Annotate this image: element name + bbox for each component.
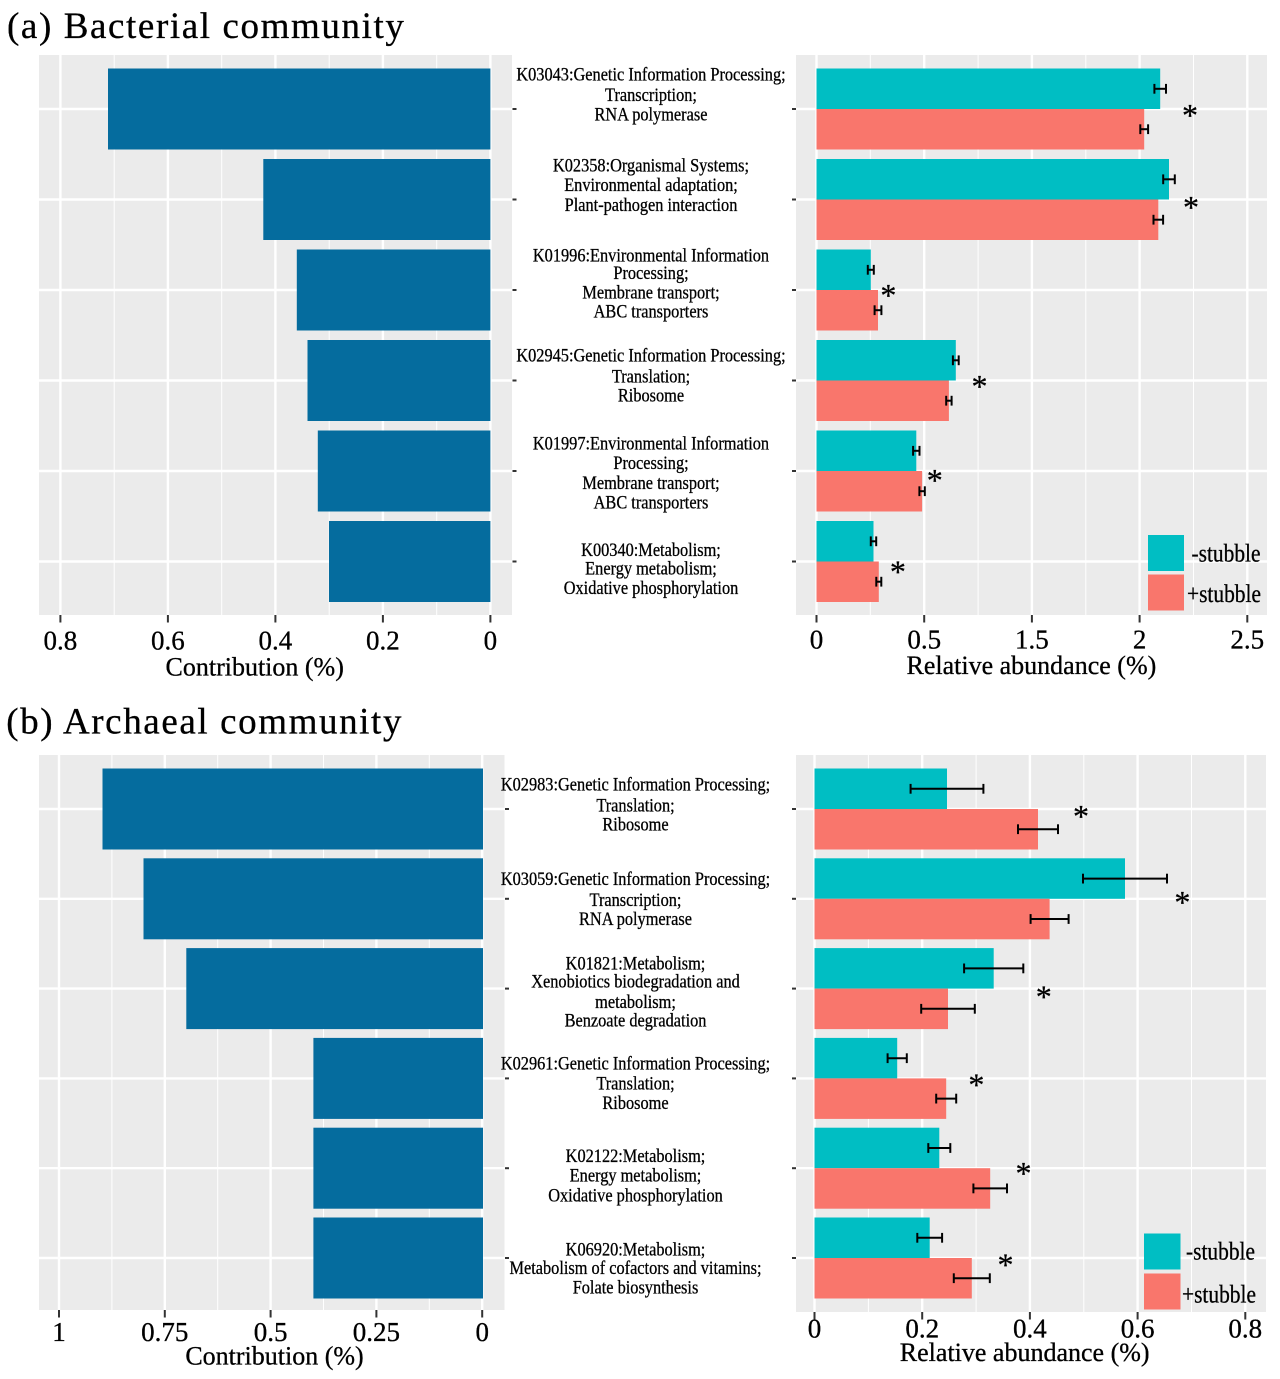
svg-text:0.25: 0.25	[353, 1317, 400, 1347]
svg-text:Relative abundance (%): Relative abundance (%)	[900, 1338, 1150, 1367]
svg-text:Folate biosynthesis: Folate biosynthesis	[573, 1276, 699, 1297]
svg-text:0.8: 0.8	[1228, 1314, 1262, 1344]
svg-text:0.6: 0.6	[151, 626, 185, 656]
svg-text:0.4: 0.4	[1013, 1314, 1047, 1344]
svg-text:K02961:Genetic Information Pro: K02961:Genetic Information Processing;	[501, 1052, 770, 1073]
svg-text:1.5: 1.5	[1015, 625, 1049, 655]
svg-text:(b) Archaeal community: (b) Archaeal community	[6, 702, 403, 743]
svg-text:0: 0	[475, 1317, 489, 1347]
svg-text:K01996:Environmental Informati: K01996:Environmental Information	[533, 244, 769, 265]
svg-text:K03059:Genetic Information Pro: K03059:Genetic Information Processing;	[501, 868, 770, 889]
svg-text:*: *	[880, 277, 896, 313]
svg-text:*: *	[998, 1247, 1014, 1283]
svg-text:0: 0	[808, 1314, 822, 1344]
svg-text:+stubble: +stubble	[1187, 581, 1261, 608]
svg-text:1: 1	[52, 1317, 66, 1347]
svg-text:*: *	[1174, 884, 1190, 920]
svg-text:K03043:Genetic Information Pro: K03043:Genetic Information Processing;	[516, 63, 785, 84]
svg-text:*: *	[1183, 189, 1199, 225]
svg-text:Processing;: Processing;	[613, 452, 688, 473]
svg-text:-stubble: -stubble	[1186, 1238, 1255, 1265]
svg-text:ABC transporters: ABC transporters	[594, 491, 709, 512]
svg-text:0.8: 0.8	[44, 626, 78, 656]
svg-text:K01997:Environmental Informati: K01997:Environmental Information	[533, 432, 769, 453]
svg-text:Ribosome: Ribosome	[618, 384, 684, 405]
svg-text:K02122:Metabolism;: K02122:Metabolism;	[566, 1145, 706, 1166]
svg-text:metabolism;: metabolism;	[595, 991, 676, 1012]
svg-text:*: *	[1016, 1155, 1032, 1191]
svg-text:Environmental adaptation;: Environmental adaptation;	[564, 174, 738, 195]
svg-text:Ribosome: Ribosome	[602, 814, 668, 835]
svg-text:*: *	[1182, 97, 1198, 133]
svg-text:Transcription;: Transcription;	[590, 889, 682, 910]
svg-text:RNA polymerase: RNA polymerase	[579, 908, 692, 929]
svg-text:Relative abundance (%): Relative abundance (%)	[907, 651, 1157, 680]
svg-text:0: 0	[810, 625, 824, 655]
svg-text:Benzoate degradation: Benzoate degradation	[565, 1009, 707, 1030]
svg-text:*: *	[968, 1066, 984, 1102]
svg-text:2: 2	[1133, 625, 1147, 655]
svg-text:0.2: 0.2	[905, 1314, 939, 1344]
svg-text:*: *	[1073, 798, 1089, 834]
svg-text:(a) Bacterial community: (a) Bacterial community	[7, 6, 405, 47]
svg-text:0.5: 0.5	[907, 625, 941, 655]
svg-text:0.6: 0.6	[1121, 1314, 1155, 1344]
svg-text:Translation;: Translation;	[596, 794, 674, 815]
svg-text:K01821:Metabolism;: K01821:Metabolism;	[566, 952, 706, 973]
svg-text:*: *	[890, 554, 906, 590]
svg-text:*: *	[1036, 979, 1052, 1015]
svg-text:Oxidative phosphorylation: Oxidative phosphorylation	[564, 577, 739, 598]
svg-text:Ribosome: Ribosome	[602, 1092, 668, 1113]
svg-text:Contribution (%): Contribution (%)	[185, 1341, 363, 1370]
svg-text:Energy metabolism;: Energy metabolism;	[570, 1165, 702, 1186]
svg-text:0.75: 0.75	[141, 1317, 188, 1347]
svg-text:RNA polymerase: RNA polymerase	[595, 103, 708, 124]
svg-text:Metabolism of cofactors and vi: Metabolism of cofactors and vitamins;	[509, 1257, 761, 1278]
svg-text:Xenobiotics biodegradation and: Xenobiotics biodegradation and	[531, 971, 740, 992]
svg-text:Plant-pathogen interaction: Plant-pathogen interaction	[565, 194, 738, 215]
svg-text:0.4: 0.4	[259, 626, 293, 656]
svg-text:Contribution (%): Contribution (%)	[166, 653, 344, 682]
svg-text:ABC transporters: ABC transporters	[594, 300, 709, 321]
svg-text:Oxidative phosphorylation: Oxidative phosphorylation	[548, 1184, 723, 1205]
svg-text:2.5: 2.5	[1230, 625, 1264, 655]
svg-text:0.5: 0.5	[254, 1317, 288, 1347]
svg-text:0: 0	[484, 626, 498, 656]
svg-text:K02983:Genetic Information Pro: K02983:Genetic Information Processing;	[501, 774, 770, 795]
svg-text:Membrane transport;: Membrane transport;	[582, 282, 719, 303]
svg-text:Translation;: Translation;	[612, 365, 690, 386]
svg-text:Energy metabolism;: Energy metabolism;	[585, 557, 717, 578]
svg-text:-stubble: -stubble	[1192, 541, 1261, 568]
svg-text:K00340:Metabolism;: K00340:Metabolism;	[581, 539, 721, 560]
svg-text:Processing;: Processing;	[613, 262, 688, 283]
svg-text:Membrane transport;: Membrane transport;	[582, 472, 719, 493]
svg-text:+stubble: +stubble	[1182, 1282, 1256, 1309]
svg-text:*: *	[927, 462, 943, 498]
svg-text:Transcription;: Transcription;	[605, 84, 697, 105]
svg-text:K02358:Organismal Systems;: K02358:Organismal Systems;	[553, 154, 749, 175]
svg-text:*: *	[972, 368, 988, 404]
svg-text:0.2: 0.2	[366, 626, 400, 656]
svg-text:K02945:Genetic Information Pro: K02945:Genetic Information Processing;	[516, 344, 785, 365]
svg-text:Translation;: Translation;	[596, 1072, 674, 1093]
svg-text:K06920:Metabolism;: K06920:Metabolism;	[566, 1238, 706, 1259]
